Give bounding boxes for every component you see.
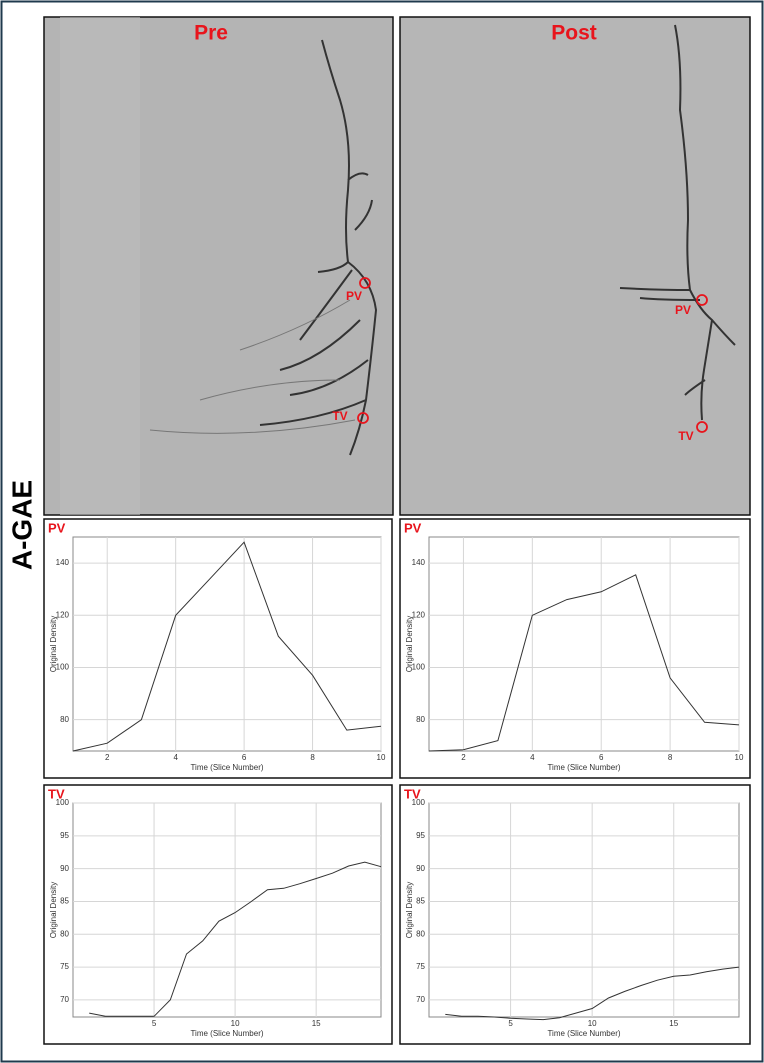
chart-title: PV <box>48 520 66 535</box>
x-tick-label: 8 <box>310 753 315 762</box>
roi-label: TV <box>678 429 693 443</box>
y-tick-label: 95 <box>416 831 425 840</box>
x-tick-label: 15 <box>312 1019 321 1028</box>
row-label: A-GAE <box>6 480 37 570</box>
roi-circles <box>357 277 708 433</box>
panel-title: Pre <box>194 22 228 45</box>
y-tick-label: 80 <box>416 715 425 724</box>
y-tick-label: 100 <box>56 663 70 672</box>
x-tick-label: 2 <box>105 753 110 762</box>
plot-area <box>72 802 382 1018</box>
x-tick-label: 8 <box>668 753 673 762</box>
y-tick-label: 140 <box>56 558 70 567</box>
x-axis-label: Time (Slice Number) <box>547 763 620 772</box>
x-axis-label: Time (Slice Number) <box>190 1029 263 1038</box>
x-tick-label: 4 <box>530 753 535 762</box>
x-tick-label: 6 <box>599 753 604 762</box>
chart-title: TV <box>404 786 421 801</box>
y-axis-label: Original Density <box>405 882 414 938</box>
y-tick-label: 75 <box>60 962 69 971</box>
x-tick-label: 5 <box>508 1019 513 1028</box>
plot-area <box>428 536 740 752</box>
x-tick-label: 5 <box>152 1019 157 1028</box>
x-axis-label: Time (Slice Number) <box>547 1029 620 1038</box>
x-tick-label: 10 <box>588 1019 597 1028</box>
y-tick-label: 120 <box>56 610 70 619</box>
y-tick-label: 85 <box>60 897 69 906</box>
roi-label: PV <box>346 289 362 303</box>
y-tick-label: 75 <box>416 962 425 971</box>
chart-title: TV <box>48 786 65 801</box>
data-line <box>89 861 382 1017</box>
y-tick-label: 70 <box>60 995 69 1004</box>
x-tick-label: 15 <box>669 1019 678 1028</box>
y-tick-label: 80 <box>416 929 425 938</box>
x-tick-label: 2 <box>461 753 466 762</box>
y-tick-label: 70 <box>416 995 425 1004</box>
y-tick-label: 95 <box>60 831 69 840</box>
x-tick-label: 10 <box>377 753 386 762</box>
roi-label: PV <box>675 303 691 317</box>
image-pre <box>43 16 394 516</box>
data-line <box>428 574 740 752</box>
chart-title: PV <box>404 520 422 535</box>
y-tick-label: 100 <box>412 798 426 807</box>
y-tick-label: 85 <box>416 897 425 906</box>
y-axis-label: Original Density <box>49 882 58 938</box>
y-tick-label: 140 <box>412 558 426 567</box>
y-tick-label: 120 <box>412 610 426 619</box>
data-line <box>445 966 740 1021</box>
x-tick-label: 10 <box>231 1019 240 1028</box>
y-tick-label: 80 <box>60 929 69 938</box>
x-tick-label: 4 <box>173 753 178 762</box>
plot-area <box>72 536 382 752</box>
x-tick-label: 6 <box>242 753 247 762</box>
y-tick-label: 80 <box>60 715 69 724</box>
y-axis-label: Original Density <box>405 616 414 672</box>
y-tick-label: 100 <box>56 798 70 807</box>
y-tick-label: 90 <box>416 864 425 873</box>
roi-label: TV <box>332 409 347 423</box>
y-axis-label: Original Density <box>49 616 58 672</box>
image-post <box>399 16 751 516</box>
panel-title: Post <box>551 22 597 45</box>
data-line <box>72 541 382 752</box>
y-tick-label: 100 <box>412 663 426 672</box>
x-axis-label: Time (Slice Number) <box>190 763 263 772</box>
x-tick-label: 10 <box>735 753 744 762</box>
y-tick-label: 90 <box>60 864 69 873</box>
plot-area <box>428 802 740 1018</box>
